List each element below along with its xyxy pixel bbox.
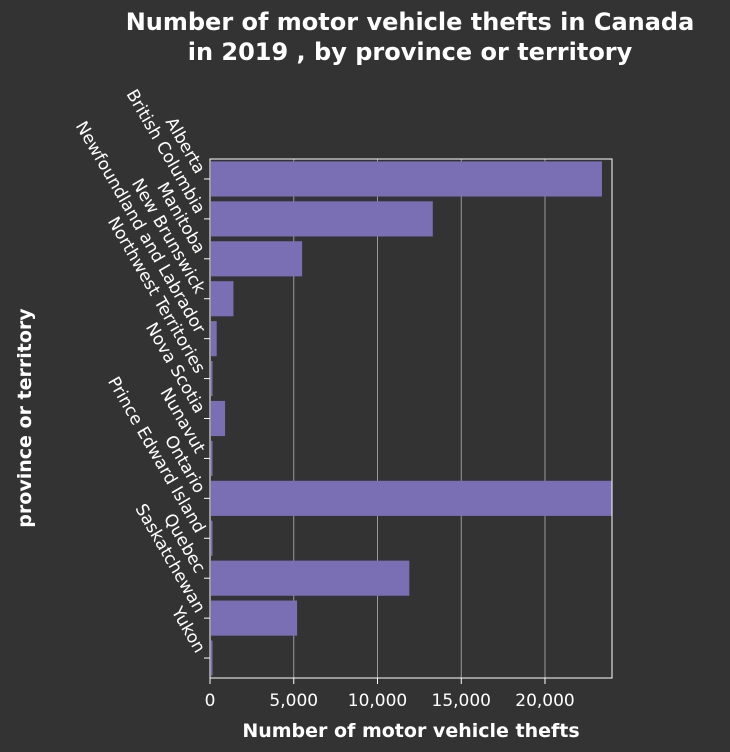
bar-northwest-territories <box>211 361 213 397</box>
bar-saskatchewan <box>211 600 298 636</box>
y-axis-label: province or territory <box>14 308 36 528</box>
bar-new-brunswick <box>211 281 234 317</box>
bar-prince-edward-island <box>211 520 213 556</box>
bar-yukon <box>211 640 213 676</box>
x-tick-label-1: 5,000 <box>269 691 318 711</box>
bar-british-columbia <box>211 201 433 237</box>
bar-nunavut <box>211 440 213 476</box>
plot-frame <box>209 158 613 679</box>
x-axis-ticks: 0 5,000 10,000 15,000 20,000 <box>205 678 575 711</box>
x-tick-label-0: 0 <box>205 691 216 711</box>
bar-newfoundland-and-labrador <box>211 321 217 357</box>
chart-title-line-2: in 2019 , by province or territory <box>188 38 633 66</box>
bars <box>211 161 612 676</box>
bar-quebec <box>211 560 410 596</box>
x-tick-label-3: 15,000 <box>432 691 491 711</box>
chart-title-line-1: Number of motor vehicle thefts in Canada <box>126 8 695 36</box>
bar-manitoba <box>211 241 303 277</box>
x-axis-label: Number of motor vehicle thefts <box>242 720 579 742</box>
x-tick-label-2: 10,000 <box>348 691 407 711</box>
bar-alberta <box>211 161 602 197</box>
gridlines <box>293 159 546 678</box>
y-tick-label-yukon: Yukon <box>166 603 209 657</box>
x-tick-label-4: 20,000 <box>515 691 574 711</box>
bar-nova-scotia <box>211 400 226 437</box>
bar-ontario <box>211 480 612 516</box>
